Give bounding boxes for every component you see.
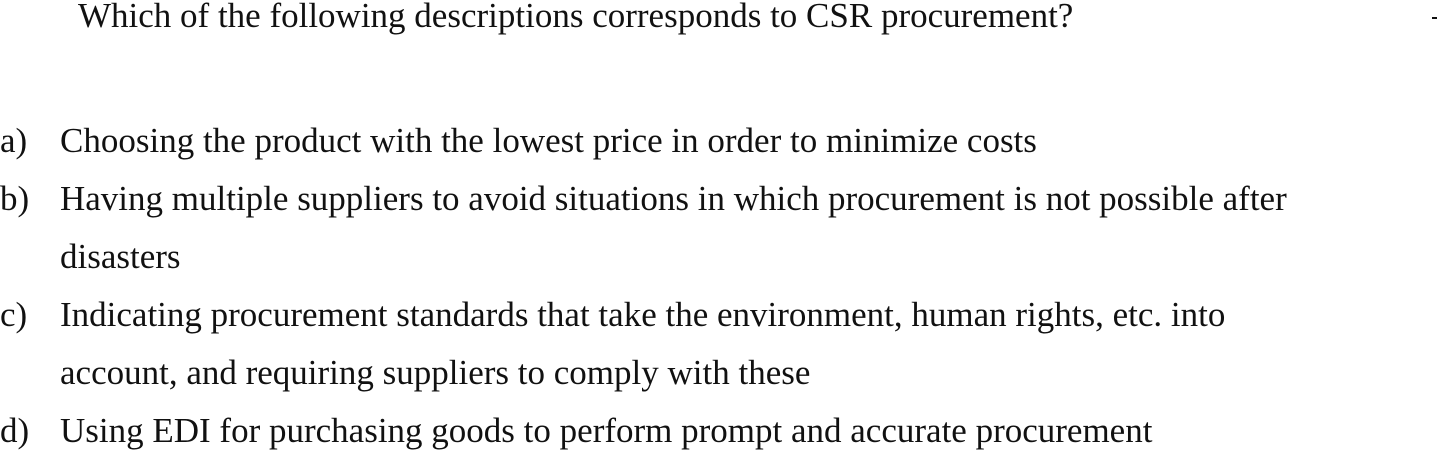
option-text-line: disasters bbox=[60, 237, 181, 276]
option-text-line: account, and requiring suppliers to comp… bbox=[60, 353, 811, 392]
edge-mark bbox=[1432, 17, 1437, 19]
option-c: c) Indicating procurement standards that… bbox=[0, 286, 1437, 402]
option-text-line: Indicating procurement standards that ta… bbox=[60, 295, 1226, 334]
option-text-line: Having multiple suppliers to avoid situa… bbox=[60, 179, 1287, 218]
option-a: a) Choosing the product with the lowest … bbox=[0, 112, 1437, 170]
answer-options: a) Choosing the product with the lowest … bbox=[0, 112, 1437, 460]
option-d: d) Using EDI for purchasing goods to per… bbox=[0, 402, 1437, 460]
option-b: b) Having multiple suppliers to avoid si… bbox=[0, 170, 1437, 286]
option-letter: c) bbox=[0, 295, 28, 334]
option-letter: a) bbox=[0, 121, 28, 160]
option-text-line: Using EDI for purchasing goods to perfor… bbox=[60, 411, 1153, 450]
option-text-line: Choosing the product with the lowest pri… bbox=[60, 121, 1037, 160]
option-letter: b) bbox=[0, 179, 30, 218]
option-letter: d) bbox=[0, 411, 30, 450]
question-text: Which of the following descriptions corr… bbox=[78, 0, 1074, 35]
